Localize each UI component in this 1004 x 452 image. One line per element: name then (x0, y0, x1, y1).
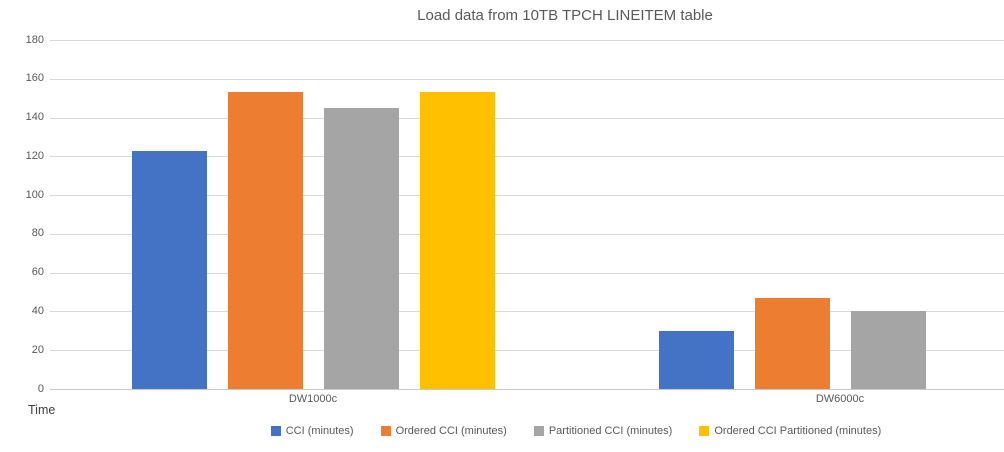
gridline (50, 272, 1004, 274)
y-tick-label: 120 (25, 149, 44, 162)
bar-dw6000c-series-0 (658, 330, 734, 389)
legend-label: Ordered CCI (minutes) (395, 425, 507, 437)
legend-label: Ordered CCI Partitioned (minutes) (714, 425, 882, 437)
chart-title: Load data from 10TB TPCH LINEITEM table (417, 7, 713, 24)
y-tick-label: 20 (31, 343, 44, 356)
gridline (50, 195, 1004, 197)
legend-item-series-1: Ordered CCI (minutes) (380, 425, 507, 437)
legend-label: Partitioned CCI (minutes) (548, 425, 673, 437)
legend-swatch-icon (380, 426, 391, 436)
gridline (50, 311, 1004, 313)
legend-swatch-icon (533, 426, 544, 436)
legend-label: CCI (minutes) (285, 425, 354, 437)
legend-swatch-icon (270, 426, 281, 436)
x-axis-line (50, 389, 1004, 390)
category-label-dw1000c: DW1000c (288, 393, 338, 405)
bar-dw1000c-series-0 (131, 150, 207, 389)
y-tick-label: 0 (37, 382, 44, 395)
y-tick-label: 80 (31, 227, 44, 240)
legend-item-series-2: Partitioned CCI (minutes) (533, 425, 673, 437)
y-tick-label: 100 (25, 188, 44, 201)
legend-item-series-3: Ordered CCI Partitioned (minutes) (699, 425, 881, 437)
bar-dw1000c-series-1 (227, 92, 303, 389)
y-tick-label: 40 (31, 304, 44, 317)
legend-swatch-icon (699, 426, 710, 436)
y-tick-label: 60 (31, 266, 44, 279)
bar-dw1000c-series-3 (419, 92, 495, 389)
gridline (50, 117, 1004, 119)
category-label-dw6000c: DW6000c (815, 393, 865, 405)
x-axis-title: Time (28, 403, 56, 417)
y-tick-label: 140 (25, 111, 44, 124)
gridline (50, 40, 1004, 41)
gridline (50, 233, 1004, 235)
bar-dw6000c-series-2 (850, 311, 926, 389)
bar-dw1000c-series-2 (323, 107, 399, 389)
gridline (50, 156, 1004, 158)
y-tick-label: 160 (25, 72, 44, 85)
legend: CCI (minutes) Ordered CCI (minutes) Partit… (148, 423, 1004, 439)
y-tick-label: 180 (25, 33, 44, 46)
legend-item-series-0: CCI (minutes) (270, 425, 354, 437)
bar-dw6000c-series-1 (754, 297, 830, 389)
gridline (50, 350, 1004, 352)
gridline (50, 78, 1004, 80)
